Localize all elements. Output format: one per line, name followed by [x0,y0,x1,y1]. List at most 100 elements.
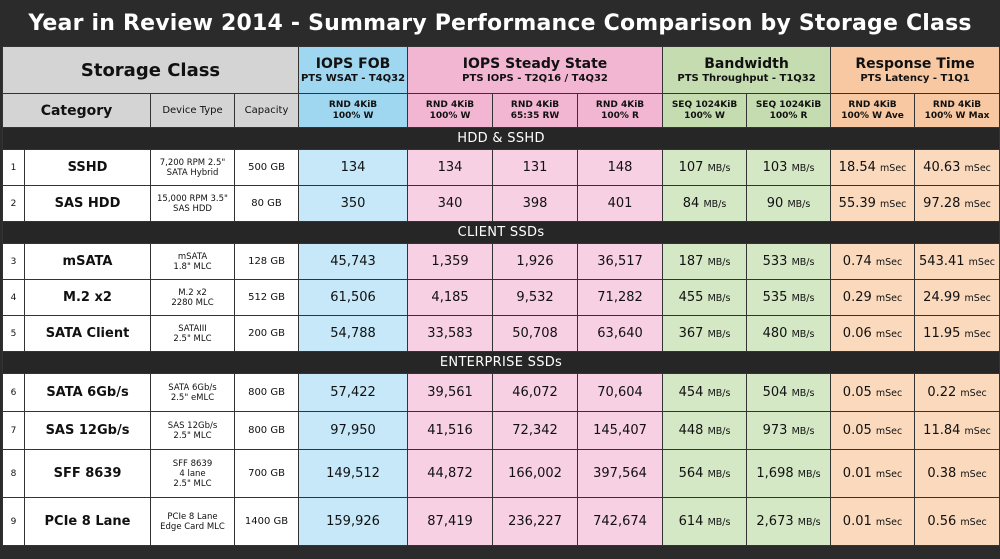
iops-write-cell: 41,516 [407,411,494,450]
row-device-type: SATAIII 2.5" MLC [150,315,235,352]
metric-value: 40.63 [923,160,961,175]
group-subtitle: PTS IOPS - T2Q16 / T4Q32 [462,72,608,84]
metric-value: 97.28 [923,196,961,211]
latency-max-cell: 24.99 mSec [914,279,1000,316]
metric-unit: mSec [875,426,903,437]
iops-read-cell: 145,407 [577,411,664,450]
iops-mixed-cell: 1,926 [492,243,579,280]
latency-max-cell: 0.38 mSec [914,449,1000,498]
group-title: IOPS Steady State [462,55,608,72]
metric-value: 41,516 [427,423,473,438]
bandwidth-read-cell: 1,698 MB/s [746,449,832,498]
metric-value: 72,342 [512,423,558,438]
metric-value: 533 [762,254,788,269]
metric-value: 973 [762,423,788,438]
iops-write-cell: 1,359 [407,243,494,280]
group-subtitle: PTS Throughput - T1Q32 [677,72,816,84]
metric-unit: MB/s [707,163,731,174]
metric-value: 0.01 [842,466,872,481]
bandwidth-read-cell: 973 MB/s [746,411,832,450]
table-row: 3 mSATA mSATA 1.8" MLC 128 GB 45,743 1,359 1,92… [2,243,1000,280]
metric-unit: mSec [880,199,907,210]
metric-value: 159,926 [326,514,380,529]
metric-value: 564 [678,466,704,481]
metric-unit: mSec [875,517,903,528]
iops-fob-cell: 61,506 [298,279,409,316]
metric-value: 61,506 [330,290,376,305]
bandwidth-write-cell: 454 MB/s [662,373,748,412]
latency-ave-cell: 0.05 mSec [830,373,916,412]
table-row: 4 M.2 x2 M.2 x2 2280 MLC 512 GB 61,506 4,185 9,… [2,279,1000,316]
metric-unit: MB/s [791,329,815,340]
metric-value: 166,002 [508,466,562,481]
category-header: Category [2,93,151,128]
iops-mixed-cell: 131 [492,149,579,186]
row-number: 9 [2,497,25,546]
metric-unit: MB/s [791,163,815,174]
metric-value: 103 [762,160,788,175]
metric-unit: mSec [875,329,903,340]
iops-write-cell: 33,583 [407,315,494,352]
iops-fob-cell: 159,926 [298,497,409,546]
metric-unit: MB/s [791,257,815,268]
metric-unit: MB/s [797,517,821,528]
bandwidth-write-cell: 187 MB/s [662,243,748,280]
metric-unit: mSec [964,426,991,437]
table-row: 2 SAS HDD 15,000 RPM 3.5" SAS HDD 80 GB 350 34… [2,185,1000,222]
section-header: CLIENT SSDs [1,221,1000,244]
latency-ave-cell: 55.39 mSec [830,185,916,222]
metric-value: 0.05 [842,423,872,438]
iops-mixed-cell: 9,532 [492,279,579,316]
bandwidth-read-cell: 90 MB/s [746,185,832,222]
group-header-bandwidth: Bandwidth PTS Throughput - T1Q32 [662,46,832,94]
metric-value: 145,407 [593,423,647,438]
metric-header: SEQ 1024KiB 100% W [662,93,748,128]
metric-value: 36,517 [597,254,643,269]
page-title: Year in Review 2014 - Summary Performanc… [28,10,972,36]
group-header-iops-steady: IOPS Steady State PTS IOPS - T2Q16 / T4Q… [407,46,664,94]
table-row: 9 PCIe 8 Lane PCIe 8 Lane Edge Card MLC 1400… [2,497,1000,546]
latency-max-cell: 97.28 mSec [914,185,1000,222]
device-type-header: Device Type [150,93,235,128]
latency-max-cell: 11.95 mSec [914,315,1000,352]
iops-read-cell: 63,640 [577,315,664,352]
metric-unit: MB/s [707,426,731,437]
metric-value: 71,282 [597,290,643,305]
metric-value: 0.05 [842,385,872,400]
metric-unit: mSec [960,469,987,480]
metric-unit: MB/s [707,329,731,340]
latency-ave-cell: 0.01 mSec [830,449,916,498]
group-header-iops-fob: IOPS FOB PTS WSAT - T4Q32 [298,46,409,94]
iops-read-cell: 742,674 [577,497,664,546]
row-category: SATA Client [24,315,151,352]
metric-header: SEQ 1024KiB 100% R [746,93,832,128]
latency-ave-cell: 0.29 mSec [830,279,916,316]
metric-value: 70,604 [597,385,643,400]
bandwidth-write-cell: 84 MB/s [662,185,748,222]
metric-value: 46,072 [512,385,558,400]
metric-value: 97,950 [330,423,376,438]
metric-value: 742,674 [593,514,647,529]
metric-header: RND 4KiB 100% W Ave [830,93,916,128]
row-capacity: 80 GB [233,185,300,222]
latency-ave-cell: 0.06 mSec [830,315,916,352]
metric-unit: MB/s [791,426,815,437]
metric-value: 340 [437,196,463,211]
metric-unit: mSec [964,293,991,304]
iops-read-cell: 36,517 [577,243,664,280]
table-row: 7 SAS 12Gb/s SAS 12Gb/s 2.5" MLC 800 GB 97,95… [2,411,1000,450]
metric-value: 84 [682,196,700,211]
iops-mixed-cell: 50,708 [492,315,579,352]
metric-value: 454 [678,385,704,400]
metric-unit: MB/s [707,388,731,399]
metric-value: 24.99 [923,290,961,305]
iops-write-cell: 340 [407,185,494,222]
group-subtitle: PTS Latency - T1Q1 [860,72,970,84]
metric-value: 1,926 [516,254,554,269]
section-row: HDD & SSHD [1,127,1000,150]
metric-value: 33,583 [427,326,473,341]
metric-unit: mSec [964,199,991,210]
metric-value: 45,743 [330,254,376,269]
metric-unit: MB/s [797,469,821,480]
